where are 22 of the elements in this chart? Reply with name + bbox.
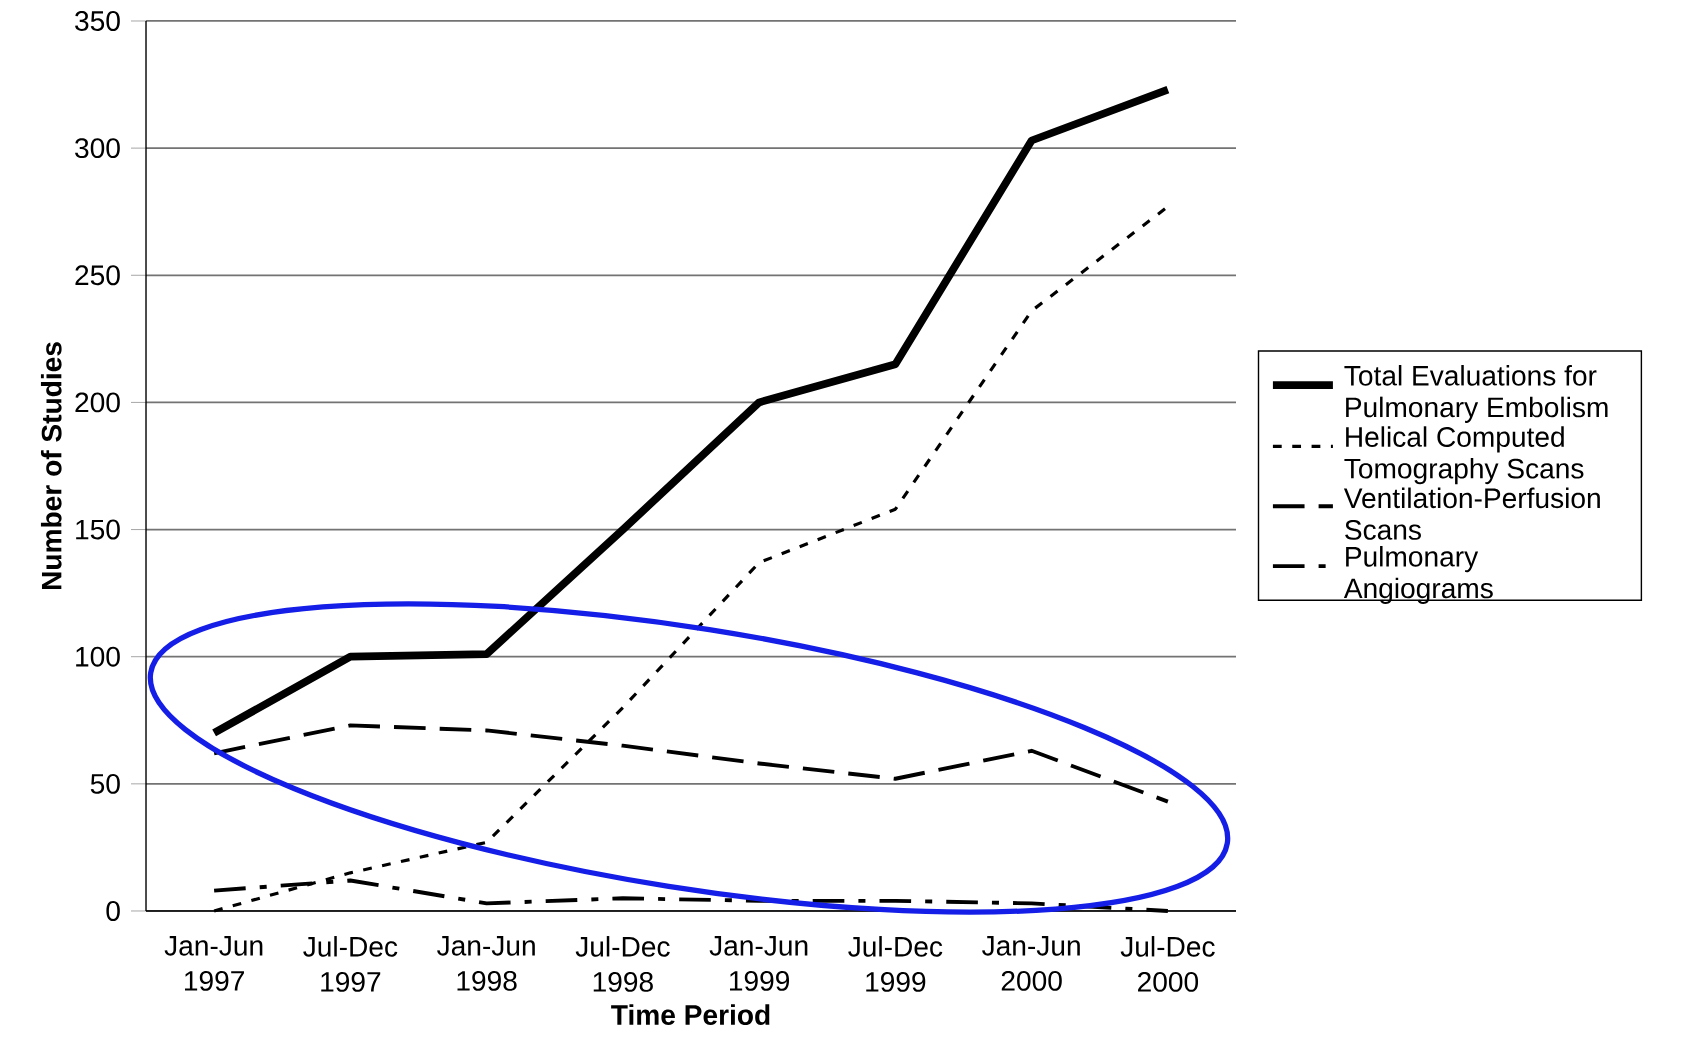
x-tick-label: Jul-Dec 1997 bbox=[303, 936, 398, 992]
x-tick-label: Jan-Jun 1998 bbox=[437, 936, 535, 991]
y-tick-label: 250 bbox=[75, 265, 120, 286]
y-tick-label: 200 bbox=[75, 392, 120, 413]
x-tick-label: Jul-Dec 1998 bbox=[575, 936, 670, 992]
x-tick-label: Jan-Jun 2000 bbox=[982, 936, 1080, 991]
y-tick-label: 300 bbox=[75, 138, 120, 159]
y-tick-label: 50 bbox=[90, 773, 120, 794]
y-tick-label: 150 bbox=[76, 519, 120, 540]
y-tick-label: 350 bbox=[75, 11, 120, 31]
legend-label: Pulmonary Angiograms bbox=[1343, 546, 1493, 604]
x-tick-label: Jan-Jun 1997 bbox=[164, 936, 263, 991]
y-axis-title: Number of Studies bbox=[40, 342, 62, 590]
legend-label: Total Evaluations for Pulmonary Embolism bbox=[1344, 365, 1608, 423]
y-tick-label: 0 bbox=[106, 901, 120, 921]
x-tick-label: Jul-Dec 2000 bbox=[1120, 936, 1215, 992]
y-tick-label: 100 bbox=[76, 646, 120, 667]
legend-label: Helical Computed Tomography Scans bbox=[1344, 426, 1584, 485]
x-axis-title: Time Period bbox=[611, 1004, 770, 1025]
x-tick-label: Jan-Jun 1999 bbox=[709, 936, 808, 991]
legend-label: Ventilation-Perfusion Scans bbox=[1343, 487, 1600, 540]
x-tick-label: Jul-Dec 1999 bbox=[848, 936, 943, 992]
